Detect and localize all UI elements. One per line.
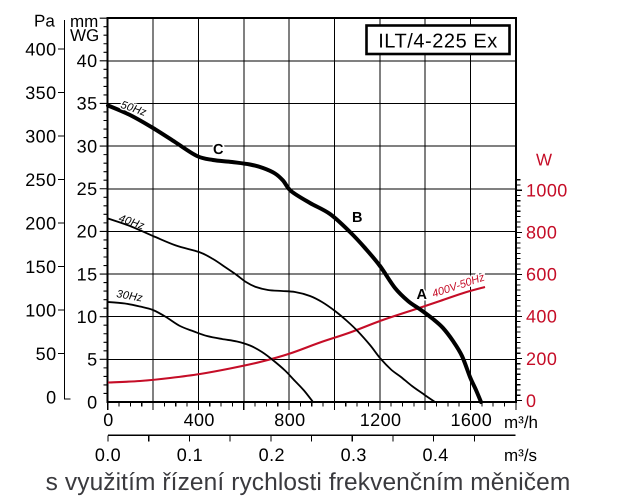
svg-text:W: W	[536, 151, 552, 170]
svg-text:30: 30	[77, 136, 98, 156]
svg-text:300: 300	[25, 126, 56, 146]
svg-text:0.1: 0.1	[177, 445, 203, 465]
svg-text:35: 35	[77, 94, 98, 114]
svg-text:200: 200	[25, 213, 56, 233]
svg-text:200: 200	[526, 349, 557, 369]
svg-text:150: 150	[25, 257, 56, 277]
svg-text:250: 250	[25, 170, 56, 190]
svg-text:400: 400	[25, 39, 56, 59]
svg-text:600: 600	[526, 265, 557, 285]
svg-text:25: 25	[77, 179, 98, 199]
svg-text:100: 100	[25, 300, 56, 320]
svg-text:0: 0	[103, 410, 113, 430]
svg-text:350: 350	[25, 83, 56, 103]
svg-text:800: 800	[526, 223, 557, 243]
svg-text:1200: 1200	[360, 410, 402, 430]
svg-text:10: 10	[77, 307, 98, 327]
svg-text:15: 15	[77, 264, 98, 284]
svg-text:m³/s: m³/s	[504, 446, 537, 465]
svg-text:0: 0	[46, 387, 56, 407]
svg-text:30Hz: 30Hz	[115, 288, 143, 304]
svg-text:0: 0	[526, 391, 536, 411]
svg-text:20: 20	[77, 222, 98, 242]
svg-text:mm: mm	[70, 12, 98, 31]
svg-text:0.0: 0.0	[95, 445, 121, 465]
svg-text:B: B	[352, 210, 362, 226]
svg-text:A: A	[417, 287, 428, 303]
svg-text:0: 0	[87, 392, 97, 412]
svg-text:800: 800	[274, 410, 305, 430]
svg-text:C: C	[213, 142, 224, 158]
svg-text:WG: WG	[70, 26, 99, 45]
svg-text:5: 5	[87, 350, 97, 370]
svg-text:0.2: 0.2	[259, 445, 285, 465]
svg-text:Pa: Pa	[34, 12, 55, 31]
svg-text:0.3: 0.3	[341, 445, 367, 465]
svg-text:0.4: 0.4	[422, 445, 448, 465]
svg-text:400: 400	[184, 410, 215, 430]
svg-text:1000: 1000	[526, 181, 568, 201]
svg-text:400: 400	[526, 307, 557, 327]
svg-text:m³/h: m³/h	[504, 413, 538, 432]
svg-text:50: 50	[36, 344, 57, 364]
svg-text:ILT/4-225 Ex: ILT/4-225 Ex	[378, 31, 498, 53]
svg-text:1600: 1600	[450, 410, 492, 430]
svg-text:s využitím řízení rychlosti fr: s využitím řízení rychlosti frekvenčním …	[46, 469, 571, 496]
svg-text:40: 40	[77, 51, 98, 71]
